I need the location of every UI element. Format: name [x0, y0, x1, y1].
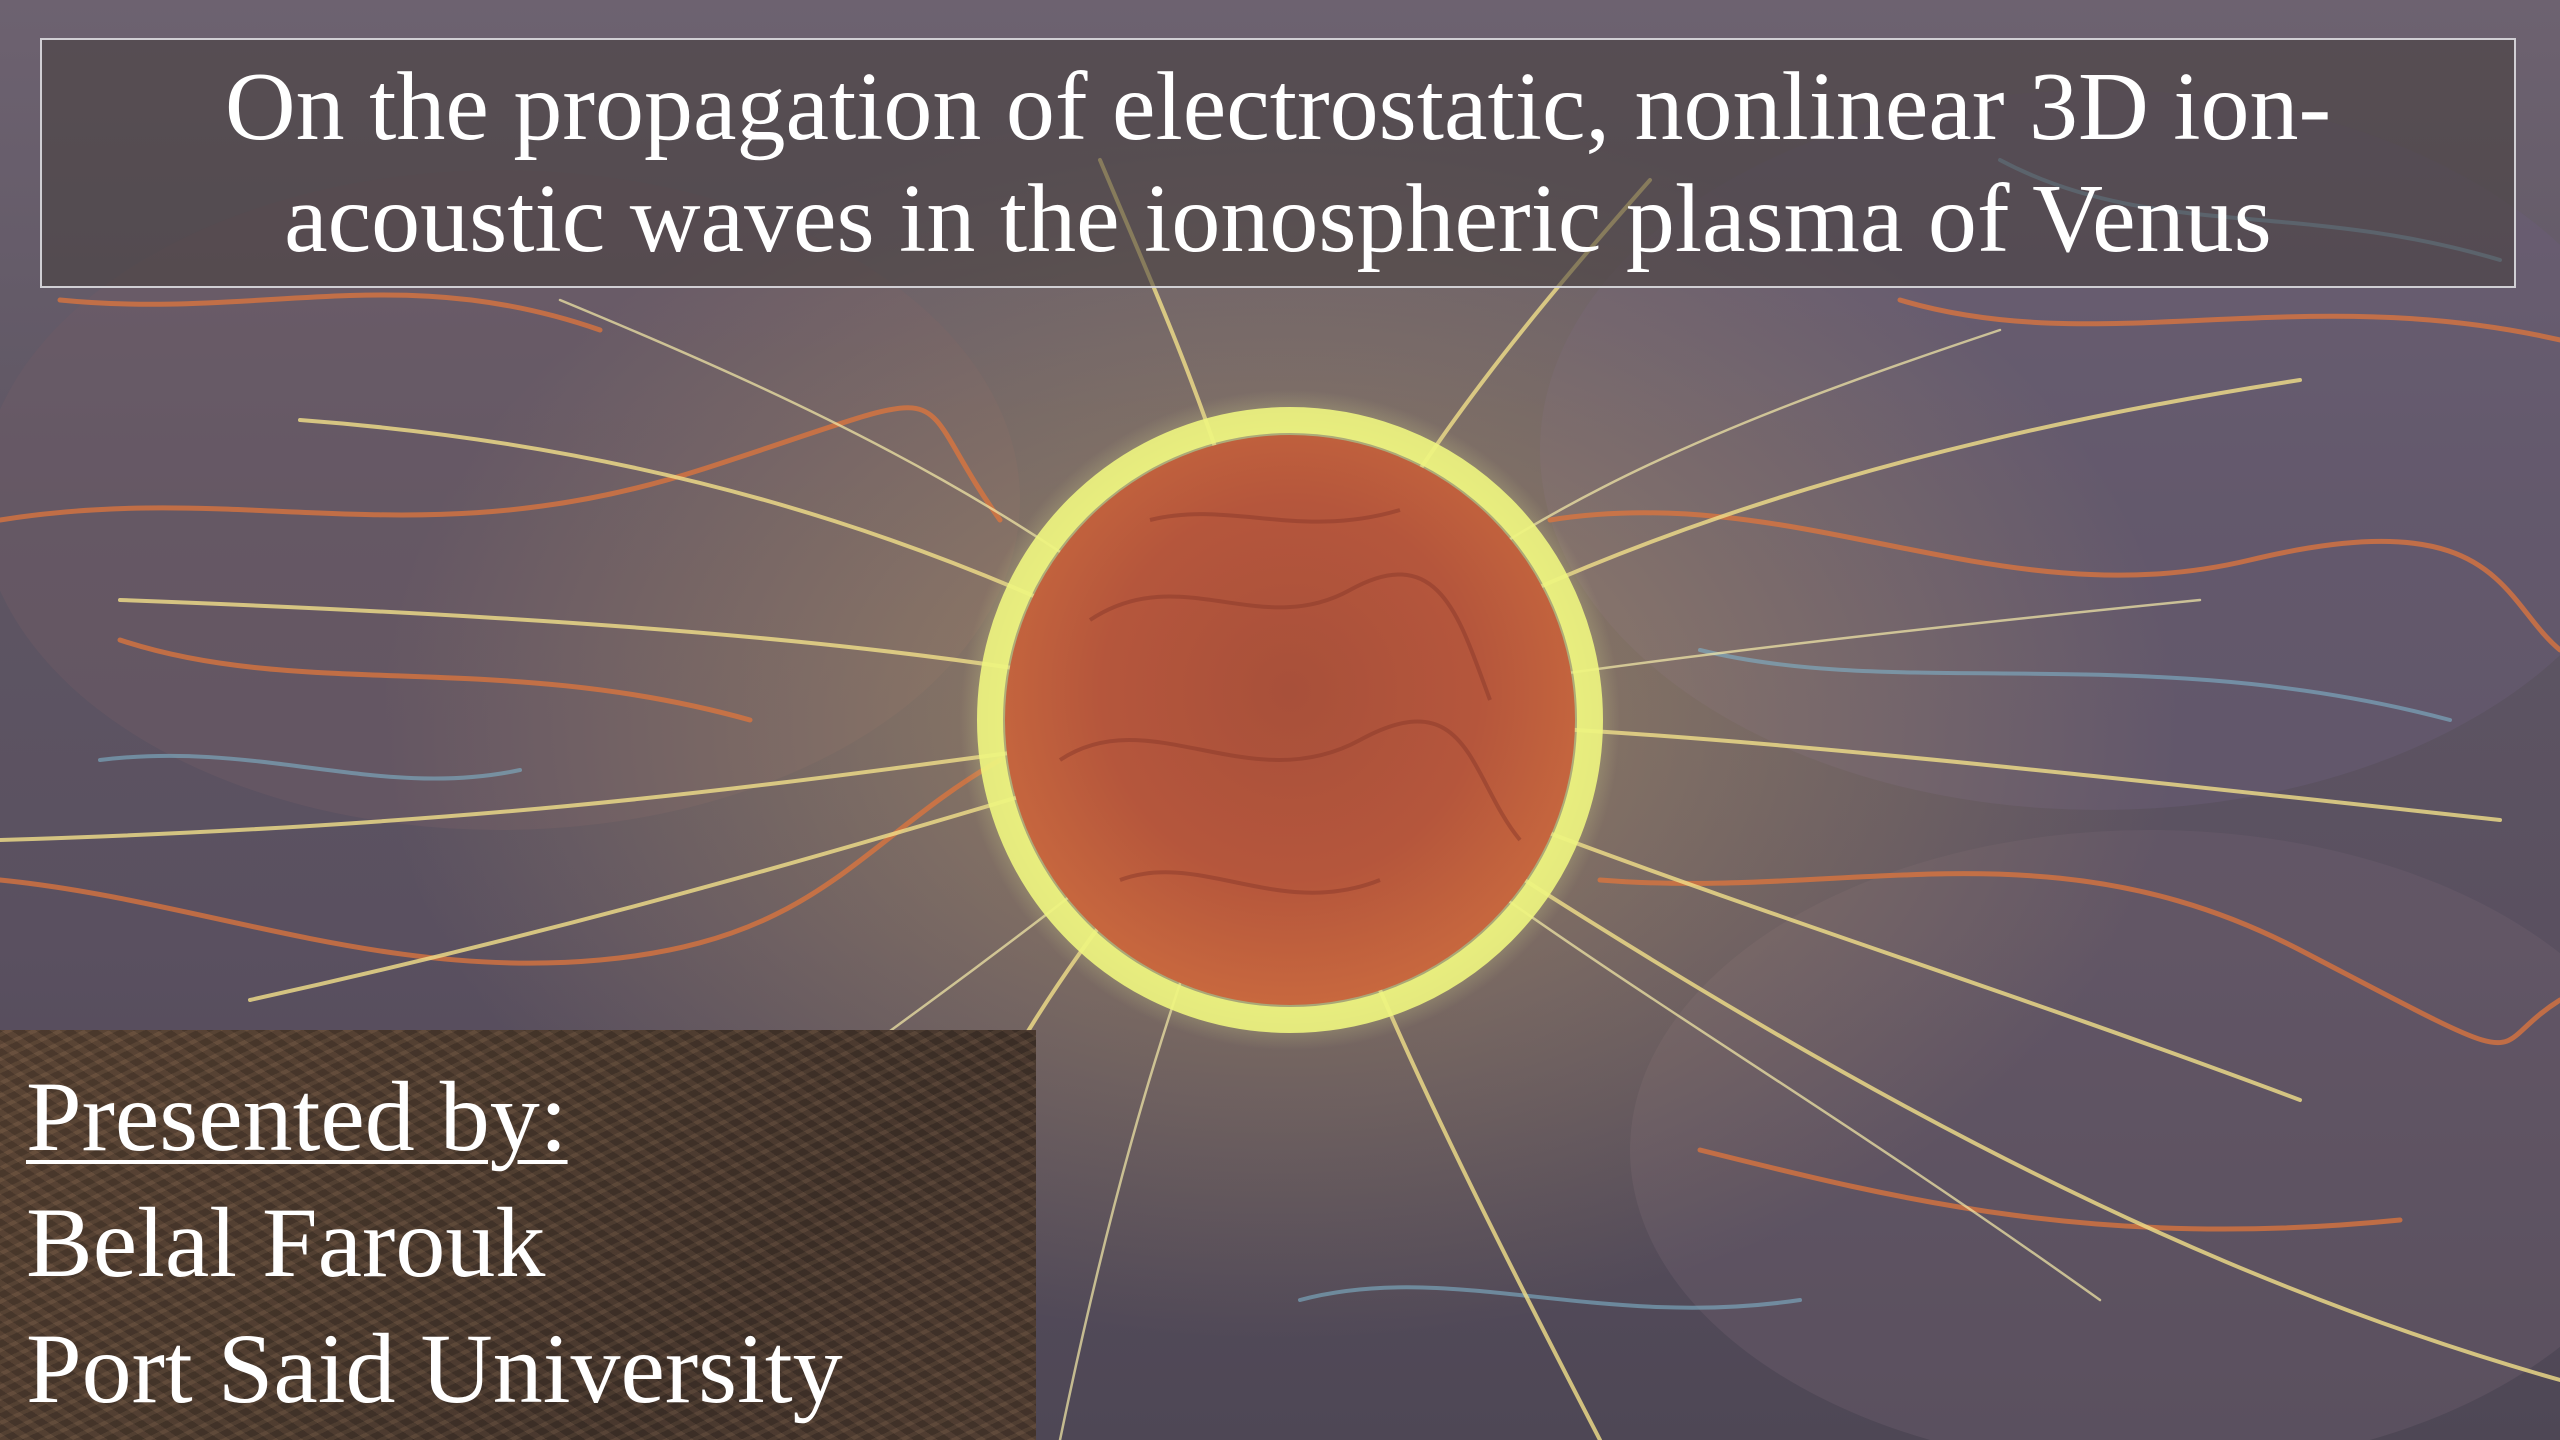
title-box: On the propagation of electrostatic, non…: [40, 38, 2516, 288]
presenter-affiliation: Port Said University: [26, 1313, 843, 1424]
presenter-box: Presented by: Belal Farouk Port Said Uni…: [0, 1030, 1036, 1440]
presenter-heading: Presented by:: [26, 1061, 568, 1172]
presenter-name: Belal Farouk: [26, 1187, 546, 1298]
slide-title: On the propagation of electrostatic, non…: [224, 53, 2332, 273]
